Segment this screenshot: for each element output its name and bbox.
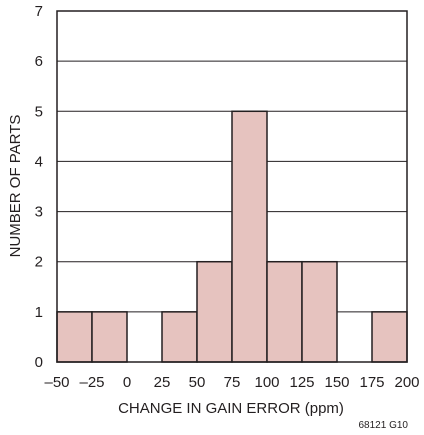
y-tick-labels: 0 1 2 3 4 5 6 7	[35, 3, 43, 371]
x-tick-label: 125	[289, 374, 314, 391]
y-tick-label: 5	[35, 103, 43, 120]
y-tick-label: 0	[35, 354, 43, 371]
x-tick-label: –50	[44, 374, 69, 391]
x-tick-label: 200	[394, 374, 419, 391]
x-tick-label: 25	[154, 374, 171, 391]
x-tick-label: 50	[189, 374, 206, 391]
x-tick-label: 75	[224, 374, 241, 391]
bar--50-to--25	[56, 311, 93, 363]
bar-175-to-200	[371, 311, 408, 363]
bar--25-to-0	[91, 311, 128, 363]
bar-75-to-100	[231, 110, 268, 363]
y-axis-title: NUMBER OF PARTS	[7, 115, 24, 258]
bar-25-to-50	[161, 311, 198, 363]
plot-frame	[56, 10, 408, 363]
x-axis-title: CHANGE IN GAIN ERROR (ppm)	[118, 400, 344, 417]
x-tick-label: 150	[324, 374, 349, 391]
x-tick-label: –25	[79, 374, 104, 391]
y-tick-label: 7	[35, 3, 43, 20]
bars	[56, 110, 408, 363]
x-tick-label: 0	[123, 374, 131, 391]
figure-code-note: 68121 G10	[359, 420, 409, 431]
x-tick-label: 175	[359, 374, 384, 391]
x-tick-labels: –50 –25 0 25 50 75 100 125 150 175 200	[44, 374, 419, 391]
bar-125-to-150	[301, 260, 338, 363]
x-tick-label: 100	[254, 374, 279, 391]
y-tick-label: 2	[35, 254, 43, 271]
y-tick-label: 1	[35, 304, 43, 321]
y-tick-label: 4	[35, 153, 43, 170]
y-tick-label: 3	[35, 204, 43, 221]
bar-50-to-75	[196, 260, 233, 363]
bar-100-to-125	[266, 260, 303, 363]
y-tick-label: 6	[35, 53, 43, 70]
